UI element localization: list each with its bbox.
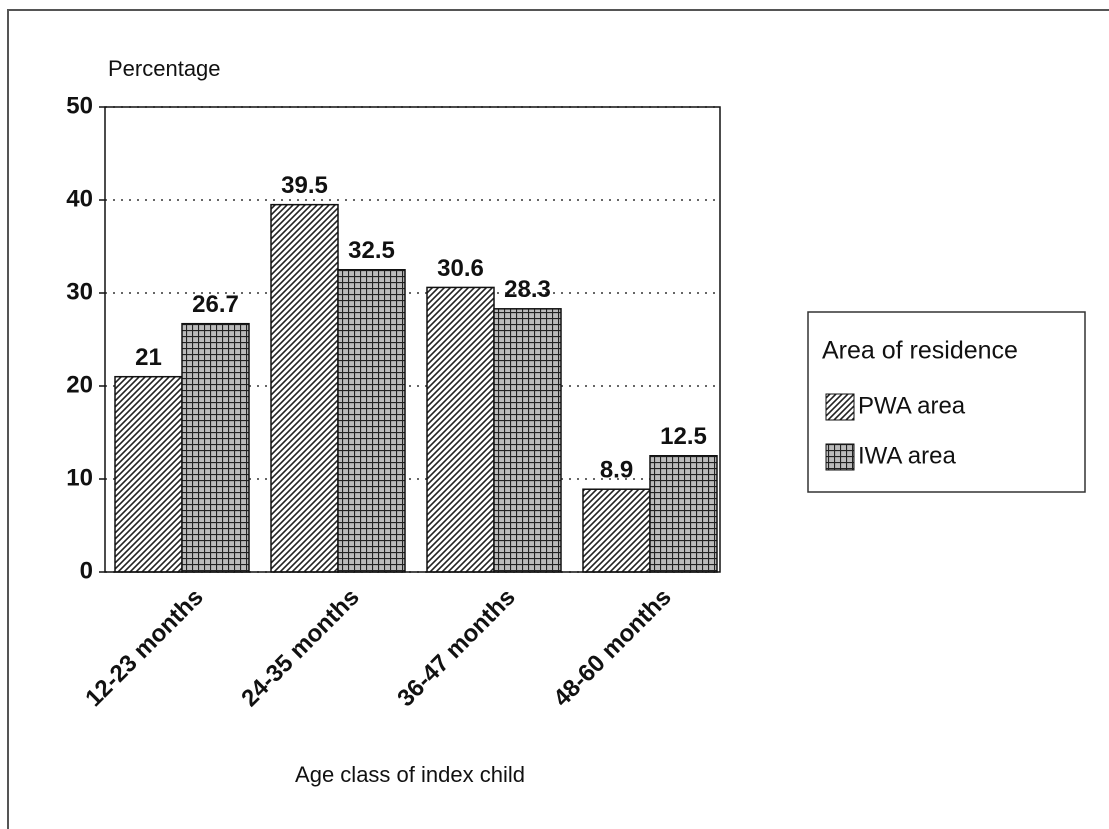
bar (649, 455, 718, 573)
x-axis-label: Age class of index child (295, 762, 525, 787)
value-label: 12.5 (660, 423, 707, 450)
value-label: 21 (135, 344, 162, 371)
x-tick-label: 12-23 months (80, 584, 208, 712)
y-tick-label: 20 (66, 371, 93, 398)
x-tick-label: 24-35 months (236, 584, 364, 712)
value-label: 26.7 (192, 291, 239, 318)
y-tick-label: 40 (66, 185, 93, 212)
y-axis-label: Percentage (108, 56, 221, 81)
value-label: 32.5 (348, 237, 395, 264)
y-tick-label: 0 (80, 557, 93, 584)
bar (270, 203, 339, 573)
legend-label: PWA area (858, 392, 966, 419)
x-tick-label: 36-47 months (392, 584, 520, 712)
bar (114, 375, 183, 573)
frame (7, 9, 1109, 829)
bar (582, 488, 651, 573)
plot-frame (104, 106, 721, 573)
value-label: 39.5 (281, 172, 328, 199)
legend-title: Area of residence (822, 337, 1018, 365)
value-label: 8.9 (600, 457, 633, 484)
value-label: 28.3 (504, 276, 551, 303)
value-label: 30.6 (437, 255, 484, 282)
bar (493, 308, 562, 573)
y-tick-label: 50 (66, 92, 93, 119)
bar (426, 286, 495, 573)
bar (181, 322, 250, 573)
y-tick-label: 30 (66, 278, 93, 305)
legend-swatch (825, 443, 855, 471)
bar (337, 269, 406, 573)
legend-swatch (825, 393, 855, 421)
x-tick-label: 48-60 months (548, 584, 676, 712)
y-tick-label: 10 (66, 464, 93, 491)
legend-label: IWA area (858, 442, 956, 469)
